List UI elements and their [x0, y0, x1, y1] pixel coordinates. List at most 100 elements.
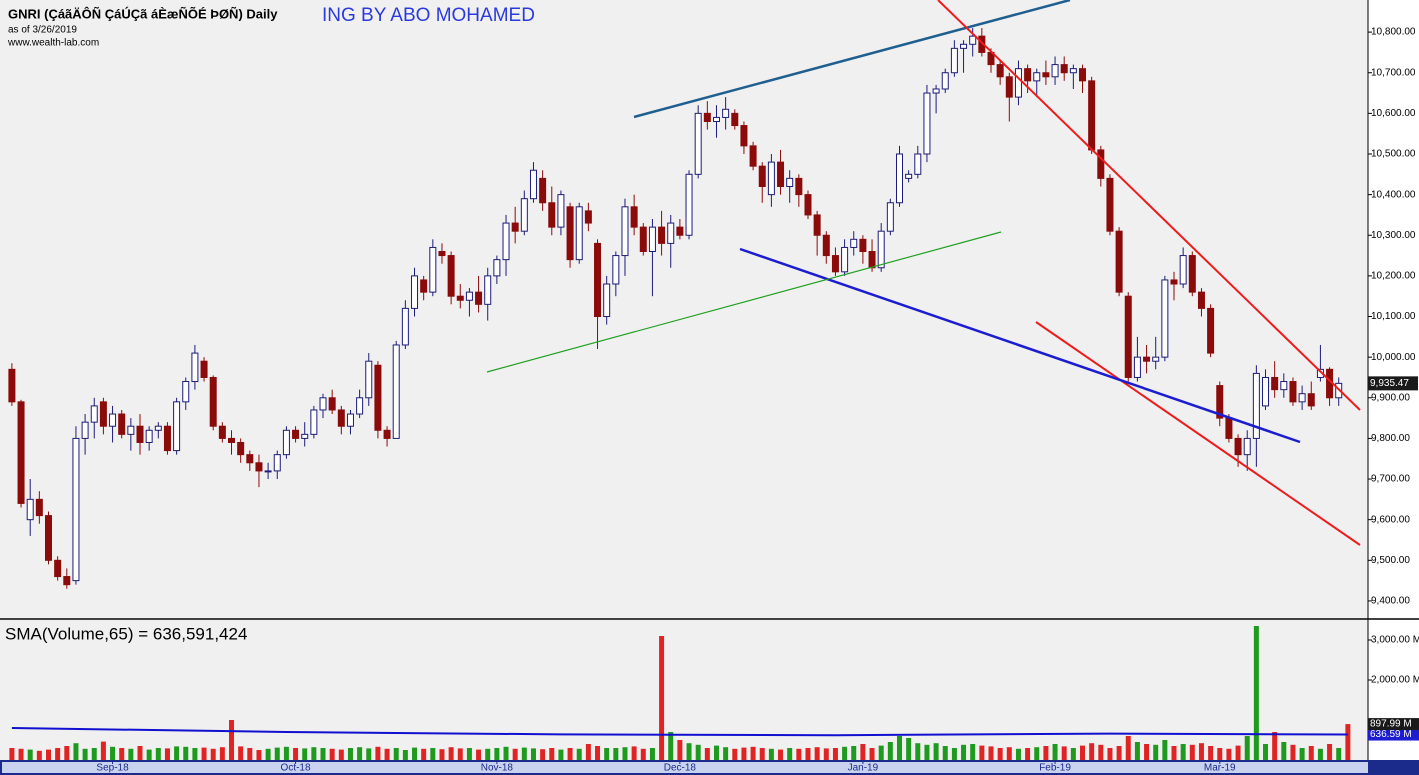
y-tick-label: 10,000.00 [1371, 352, 1416, 363]
candle-body [886, 202, 894, 232]
volume-bar [613, 748, 619, 760]
volume-bar [55, 748, 61, 760]
candle-body [1225, 417, 1233, 439]
candle-body [566, 206, 574, 261]
x-tick-label: Dec-18 [664, 763, 697, 774]
volume-bar [457, 748, 463, 760]
trend-line [1035, 321, 1361, 546]
candle-body [1152, 356, 1160, 362]
volume-bar [1107, 748, 1113, 760]
volume-bar [576, 748, 582, 760]
volume-bar [146, 749, 152, 760]
volume-bar [1089, 743, 1095, 760]
candle-body [1307, 393, 1315, 407]
candle-body [484, 275, 492, 305]
candle-body [658, 226, 666, 244]
candle-body [1143, 356, 1151, 362]
volume-bar [412, 747, 418, 760]
candle-body [731, 112, 739, 127]
candle-body [932, 88, 940, 94]
y-tick-label: 9,400.00 [1371, 596, 1410, 607]
candle-body [401, 307, 409, 346]
candle-body [676, 226, 684, 236]
volume-bar [329, 748, 335, 760]
volume-bar [1281, 742, 1287, 760]
volume-bar [668, 732, 674, 760]
volume-bar [778, 749, 784, 760]
candle-body [282, 429, 290, 456]
candle-body [163, 425, 171, 452]
volume-bar [723, 747, 729, 760]
trend-line [739, 247, 1301, 444]
volume-bar [1263, 744, 1269, 760]
volume-bar [1272, 732, 1278, 760]
candle-body [777, 161, 785, 187]
candle-body [1014, 68, 1022, 98]
candle-body [465, 291, 473, 301]
volume-bar [567, 748, 573, 760]
sma-last-label: 636.59 M [1370, 729, 1412, 740]
candle-body [337, 409, 345, 427]
volume-bar [1336, 748, 1342, 760]
volume-bar [293, 748, 299, 760]
candle-body [383, 429, 391, 439]
volume-bar [796, 748, 802, 760]
volume-bar [375, 746, 381, 760]
candle-body [612, 255, 620, 285]
volume-bar [192, 748, 198, 760]
trend-lines [486, 0, 1361, 546]
volume-bar [741, 747, 747, 760]
candle-body [255, 462, 263, 472]
volume-bar [997, 748, 1003, 760]
candle-body [411, 275, 419, 309]
x-tick-label: Nov-18 [481, 763, 514, 774]
candle-body [99, 401, 107, 427]
candle-body [365, 360, 373, 399]
y-tick-label: 10,500.00 [1371, 149, 1416, 160]
candle-body [319, 397, 327, 411]
volume-bar [1180, 744, 1186, 760]
chart-title: GNRI (ÇáãÄÔÑ ÇáÚÇã áÈæÑÕÉ ÞØÑ) Daily [8, 6, 278, 21]
volume-bar [421, 748, 427, 760]
candle-body [191, 352, 199, 383]
candle-body [667, 222, 675, 244]
volume-bar [961, 744, 967, 760]
y-tick-label: 10,300.00 [1371, 230, 1416, 241]
candle-body [584, 210, 592, 224]
volume-bar [1217, 748, 1223, 760]
candle-body [356, 397, 364, 415]
volume-bar [860, 744, 866, 760]
candle-body [1097, 149, 1105, 179]
volume-bar [1317, 748, 1323, 760]
volume-panel [0, 620, 1368, 760]
candle-body [1262, 376, 1270, 407]
volume-bar [558, 749, 564, 760]
volume-bar [906, 738, 912, 760]
candle-body [292, 429, 300, 439]
volume-bar [347, 748, 353, 760]
volume-bar [402, 750, 408, 760]
candle-body [26, 498, 34, 521]
volume-last-label: 897.99 M [1370, 719, 1412, 730]
volume-bar [100, 741, 106, 760]
candle-body [594, 242, 602, 318]
volume-bar [219, 747, 225, 760]
last-price-box [1368, 376, 1418, 391]
candle-body [72, 437, 80, 582]
volume-bar [1025, 748, 1031, 760]
candle-body [374, 364, 382, 431]
volume-bar [878, 745, 884, 760]
volume-bar [521, 747, 527, 760]
volume-bar [357, 747, 363, 760]
volume-bar [366, 748, 372, 760]
candle-body [996, 64, 1004, 78]
candle-body [841, 246, 849, 273]
candle-body [914, 153, 922, 175]
volume-bar [73, 743, 79, 760]
candle-body [273, 454, 281, 472]
volume-bar [283, 746, 289, 760]
volume-last-box [1368, 718, 1419, 731]
volume-bar [27, 749, 33, 760]
candle-body [1161, 279, 1169, 358]
candle-body [1106, 177, 1114, 232]
